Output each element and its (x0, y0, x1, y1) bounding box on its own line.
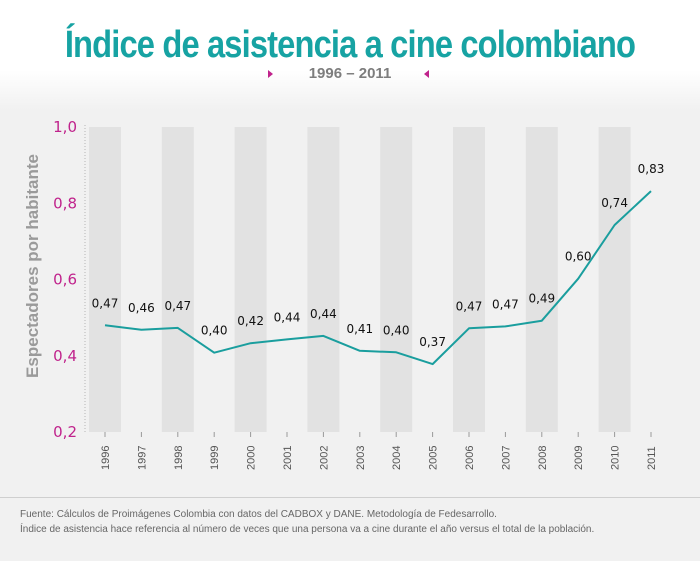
source-note: Fuente: Cálculos de Proimágenes Colombia… (20, 509, 497, 520)
x-tick-label: 2000 (246, 446, 258, 470)
right-triangle-icon (268, 70, 273, 78)
data-label-1996: 0,47 (92, 296, 119, 310)
band-2002 (307, 127, 340, 432)
data-label-2000: 0,42 (237, 314, 264, 328)
data-label-2008: 0,49 (528, 292, 555, 306)
y-tick-label: 0,6 (53, 271, 77, 289)
x-tick-label: 1997 (136, 446, 148, 470)
y-tick-label: 1,0 (53, 118, 77, 136)
data-label-1998: 0,47 (164, 299, 191, 313)
data-label-2001: 0,44 (274, 310, 301, 324)
y-axis-title: Espectadores por habitante (23, 154, 42, 378)
data-label-1999: 0,40 (201, 324, 228, 338)
subtitle-row: 1996 – 2011 (0, 64, 700, 86)
data-label-1997: 0,46 (128, 301, 155, 315)
data-label-2003: 0,41 (346, 322, 373, 336)
series-line (104, 190, 652, 366)
data-label-2002: 0,44 (310, 307, 337, 321)
band-2000 (234, 127, 267, 432)
x-tick-label: 1998 (173, 446, 185, 470)
chart-subtitle: 1996 – 2011 (308, 65, 392, 82)
x-tick-label: 2003 (355, 446, 367, 470)
data-label-2004: 0,40 (383, 323, 410, 337)
band-2006 (453, 127, 485, 432)
line-chart: 1,0 0,8 0,6 0,4 0,2 Espectadores por habitant… (23, 118, 665, 470)
left-triangle-icon (424, 70, 429, 78)
definition-note: Índice de asistencia hace referencia al … (20, 524, 595, 535)
x-tick-label: 2007 (500, 446, 512, 470)
band-1996 (89, 127, 121, 432)
x-tick-label: 2006 (464, 446, 476, 470)
y-tick-label: 0,8 (53, 194, 77, 212)
x-tick-label: 2010 (610, 446, 622, 470)
band-2008 (525, 127, 558, 432)
x-tick-label: 2009 (573, 446, 585, 470)
x-tick-label: 2011 (646, 446, 658, 470)
x-tick-label: 1996 (100, 446, 112, 470)
x-tick-label: 2005 (428, 446, 440, 470)
data-label-2007: 0,47 (492, 297, 519, 311)
y-tick-label: 0,4 (53, 347, 77, 365)
x-tick-label: 2004 (391, 446, 403, 470)
x-tick-label: 2008 (537, 446, 549, 470)
data-label-2006: 0,47 (456, 299, 483, 313)
band-2010 (598, 127, 631, 432)
band-1998 (161, 127, 194, 432)
x-tick-label: 1999 (209, 446, 221, 470)
footer: Fuente: Cálculos de Proimágenes Colombia… (0, 497, 700, 562)
data-label-2009: 0,60 (565, 250, 592, 264)
data-label-2010: 0,74 (601, 196, 628, 210)
x-tick-label: 2001 (282, 446, 294, 470)
data-label-2005: 0,37 (419, 335, 446, 349)
y-tick-label: 0,2 (53, 423, 77, 441)
data-label-2011: 0,83 (638, 162, 665, 176)
chart-title: Índice de asistencia a cine colombiano (64, 24, 636, 66)
band-2004 (380, 127, 413, 432)
x-tick-label: 2002 (318, 446, 330, 470)
